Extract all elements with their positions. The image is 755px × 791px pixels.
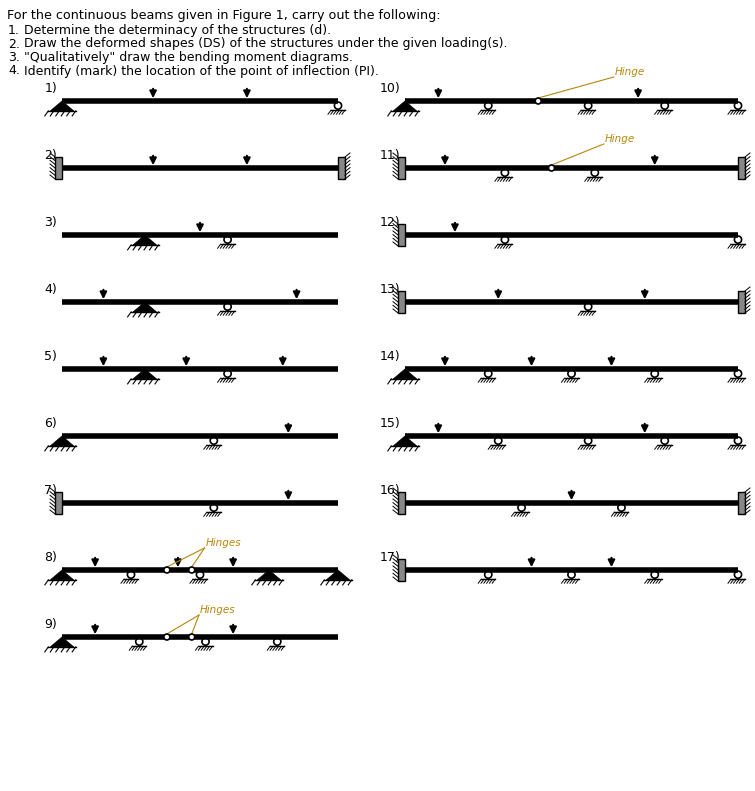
Text: 15): 15) xyxy=(379,417,400,430)
Circle shape xyxy=(164,567,170,573)
Text: "Qualitatively" draw the bending moment diagrams.: "Qualitatively" draw the bending moment … xyxy=(24,51,353,64)
Text: 14): 14) xyxy=(379,350,400,363)
Text: 9): 9) xyxy=(45,618,57,631)
Text: 3): 3) xyxy=(45,216,57,229)
Polygon shape xyxy=(257,570,281,580)
Bar xyxy=(398,157,405,179)
Text: For the continuous beams given in Figure 1, carry out the following:: For the continuous beams given in Figure… xyxy=(7,9,441,22)
Text: 10): 10) xyxy=(379,82,400,95)
Circle shape xyxy=(535,98,541,104)
Text: 5): 5) xyxy=(44,350,57,363)
Circle shape xyxy=(164,634,170,640)
Text: 1.: 1. xyxy=(8,24,20,37)
Text: 17): 17) xyxy=(379,551,400,564)
Bar xyxy=(398,224,405,246)
Text: Hinge: Hinge xyxy=(605,134,635,144)
Polygon shape xyxy=(393,369,417,379)
Bar xyxy=(398,291,405,313)
Bar xyxy=(398,559,405,581)
Text: Hinges: Hinges xyxy=(200,605,236,615)
Polygon shape xyxy=(133,235,156,245)
Text: 2.: 2. xyxy=(8,37,20,51)
Text: 4): 4) xyxy=(45,283,57,296)
Polygon shape xyxy=(51,101,74,111)
Bar xyxy=(338,157,345,179)
Polygon shape xyxy=(51,570,74,580)
Bar xyxy=(738,291,745,313)
Polygon shape xyxy=(51,637,74,647)
Circle shape xyxy=(189,567,195,573)
Text: Hinge: Hinge xyxy=(615,67,645,77)
Text: 7): 7) xyxy=(44,484,57,497)
Text: 3.: 3. xyxy=(8,51,20,64)
Bar xyxy=(398,492,405,514)
Polygon shape xyxy=(133,302,156,312)
Text: 11): 11) xyxy=(379,149,400,162)
Polygon shape xyxy=(393,436,417,446)
Text: 1): 1) xyxy=(45,82,57,95)
Text: 12): 12) xyxy=(379,216,400,229)
Polygon shape xyxy=(326,570,350,580)
Text: Draw the deformed shapes (DS) of the structures under the given loading(s).: Draw the deformed shapes (DS) of the str… xyxy=(24,37,507,51)
Polygon shape xyxy=(51,436,74,446)
Text: Hinges: Hinges xyxy=(205,538,241,548)
Text: 2): 2) xyxy=(45,149,57,162)
Text: 6): 6) xyxy=(45,417,57,430)
Text: Determine the determinacy of the structures (d).: Determine the determinacy of the structu… xyxy=(24,24,331,37)
Text: Identify (mark) the location of the point of inflection (PI).: Identify (mark) the location of the poin… xyxy=(24,65,379,78)
Text: 16): 16) xyxy=(379,484,400,497)
Circle shape xyxy=(549,165,554,171)
Text: 4.: 4. xyxy=(8,65,20,78)
Bar xyxy=(738,492,745,514)
Bar xyxy=(55,157,62,179)
Text: 13): 13) xyxy=(379,283,400,296)
Polygon shape xyxy=(133,369,156,379)
Bar xyxy=(738,157,745,179)
Text: 8): 8) xyxy=(44,551,57,564)
Bar xyxy=(55,492,62,514)
Circle shape xyxy=(189,634,195,640)
Polygon shape xyxy=(393,101,417,111)
